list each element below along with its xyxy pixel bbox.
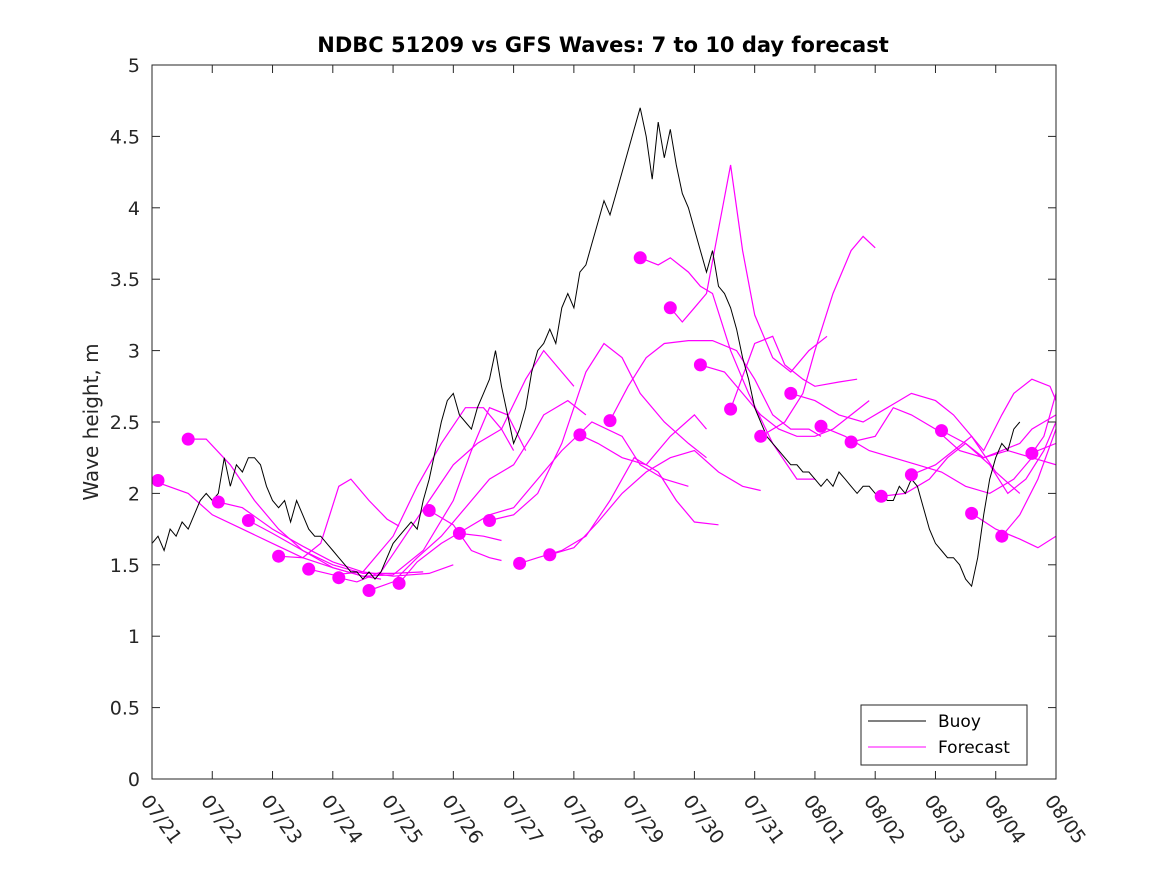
forecast-line-18: [669, 164, 828, 373]
forecast-line-10: [428, 509, 502, 562]
y-tick-label: 2.5: [110, 412, 140, 434]
forecast-line-21: [760, 235, 876, 437]
forecast-marker-17: [633, 251, 647, 265]
forecast-marker-20: [724, 402, 738, 416]
y-tick-label: 1: [128, 626, 140, 648]
series-group: [152, 107, 1056, 597]
forecast-line-4: [248, 406, 527, 577]
buoy-line: [152, 107, 1021, 588]
forecast-line-11: [459, 532, 502, 542]
chart-title: NDBC 51209 vs GFS Waves: 7 to 10 day for…: [317, 33, 888, 57]
forecast-line-15: [579, 414, 707, 466]
y-axis-label: Wave height, m: [79, 343, 103, 500]
forecast-line-12: [489, 342, 707, 522]
forecast-marker-14: [543, 548, 557, 562]
forecast-line-7: [338, 349, 575, 583]
forecast-line-29: [1001, 428, 1056, 537]
forecast-marker-11: [452, 526, 466, 540]
legend-box: [860, 704, 1028, 766]
forecast-marker-3: [211, 495, 225, 509]
forecast-marker-9: [392, 576, 406, 590]
forecast-marker-15: [573, 428, 587, 442]
forecast-marker-30: [1025, 446, 1039, 460]
forecast-line-28: [971, 512, 1056, 549]
forecast-marker-28: [965, 506, 979, 520]
forecast-line-23: [820, 425, 1056, 495]
forecast-marker-24: [844, 435, 858, 449]
forecast-marker-19: [693, 358, 707, 372]
forecast-marker-8: [362, 584, 376, 597]
forecast-marker-6: [302, 562, 316, 576]
y-tick-label: 0.5: [110, 698, 140, 720]
forecast-marker-2: [181, 432, 195, 446]
forecast-line-17: [639, 257, 815, 480]
forecast-marker-23: [814, 419, 828, 433]
forecast-line-8: [368, 399, 587, 592]
forecast-marker-10: [422, 504, 436, 517]
forecast-marker-22: [784, 386, 798, 400]
y-tick-label: 3.5: [110, 269, 140, 291]
forecast-line-3: [218, 501, 454, 577]
forecast-marker-27: [935, 424, 948, 438]
legend-forecast-label: Forecast: [938, 738, 1010, 758]
forecast-marker-18: [663, 301, 677, 315]
forecast-line-5: [278, 478, 400, 559]
forecast-marker-4: [241, 514, 255, 527]
y-tick-label: 4: [128, 198, 140, 220]
forecast-marker-1: [152, 474, 165, 487]
legend-buoy-label: Buoy: [938, 712, 981, 732]
y-tick-label: 0: [128, 769, 140, 791]
forecast-line-24: [850, 406, 1056, 466]
forecast-line-6: [308, 407, 515, 576]
forecast-line-16: [609, 340, 822, 437]
legend: Buoy Forecast: [860, 704, 1028, 766]
forecast-marker-16: [603, 414, 617, 428]
forecast-marker-29: [995, 529, 1009, 543]
forecast-marker-5: [272, 549, 286, 563]
forecast-marker-13: [513, 556, 527, 570]
forecast-line-14: [549, 449, 761, 556]
forecast-line-20: [730, 335, 858, 410]
forecast-marker-7: [332, 571, 346, 585]
forecast-marker-26: [904, 468, 918, 482]
y-tick-label: 4.5: [110, 126, 140, 148]
y-tick-label: 2: [128, 483, 140, 505]
forecast-marker-12: [483, 514, 496, 527]
forecast-line-22: [790, 378, 1056, 452]
forecast-line-9: [398, 421, 689, 584]
forecast-line-27: [941, 414, 1056, 459]
forecast-line-19: [700, 364, 870, 437]
forecast-line-26: [911, 435, 1021, 494]
forecast-marker-25: [874, 489, 888, 503]
forecast-line-30: [1031, 393, 1056, 454]
y-tick-label: 5: [128, 55, 140, 77]
y-tick-label: 3: [128, 341, 140, 363]
forecast-marker-21: [754, 429, 768, 443]
plot-area: [152, 107, 1056, 597]
y-tick-label: 1.5: [110, 555, 140, 577]
